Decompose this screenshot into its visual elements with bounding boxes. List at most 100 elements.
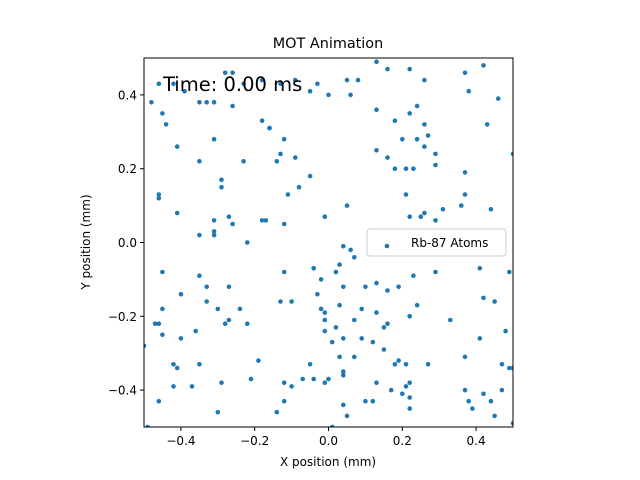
atom-point — [333, 325, 339, 330]
atom-point — [414, 302, 420, 308]
legend-label: Rb-87 Atoms — [411, 236, 488, 250]
atom-point — [322, 317, 328, 323]
atom-point — [160, 111, 165, 116]
atom-point — [204, 100, 209, 105]
atom-point — [156, 321, 162, 327]
x-tick-label: −0.2 — [240, 434, 269, 448]
atom-point — [219, 184, 224, 190]
x-tick-label: −0.4 — [166, 434, 195, 448]
atom-point — [307, 362, 313, 367]
atom-point — [462, 192, 468, 197]
atom-point — [422, 77, 427, 83]
atom-point — [492, 413, 497, 419]
atom-point — [241, 159, 246, 164]
atom-point — [407, 395, 413, 400]
atom-point — [352, 317, 357, 323]
atom-point — [484, 122, 490, 127]
atom-point — [171, 362, 176, 367]
atom-point — [278, 299, 283, 304]
atom-point — [281, 136, 287, 142]
atom-point — [293, 155, 298, 160]
atom-point — [477, 336, 483, 341]
y-tick-label: −0.4 — [108, 384, 137, 398]
chart-title: MOT Animation — [273, 36, 383, 52]
atom-point — [219, 380, 224, 386]
atom-point — [481, 295, 486, 301]
atom-point — [326, 376, 331, 382]
atom-point — [204, 284, 209, 290]
atom-point — [322, 214, 328, 219]
y-axis-label: Y position (mm) — [79, 194, 93, 290]
atom-point — [337, 302, 342, 308]
atom-point — [341, 336, 346, 341]
atom-point — [307, 173, 313, 179]
atom-point — [392, 166, 398, 171]
atom-point — [374, 310, 379, 315]
atom-point — [400, 136, 405, 142]
atom-point — [197, 232, 202, 238]
atom-point — [145, 424, 150, 427]
atom-point — [226, 317, 232, 323]
atom-point — [407, 111, 413, 116]
atom-point — [329, 339, 335, 345]
atom-point — [374, 59, 379, 64]
y-tick-label: 0.2 — [118, 162, 137, 176]
y-tick-label: 0.4 — [118, 88, 137, 102]
atom-point — [403, 166, 409, 171]
atom-point — [348, 92, 353, 98]
legend-frame — [366, 228, 507, 257]
atom-point — [174, 144, 180, 149]
atom-point — [197, 159, 202, 164]
atom-point — [322, 328, 328, 334]
atom-point — [211, 229, 217, 234]
atom-point — [182, 88, 187, 94]
atom-point — [510, 421, 513, 426]
atom-point — [230, 70, 235, 76]
atom-point — [281, 221, 287, 227]
atom-point — [433, 151, 438, 157]
atom-point — [492, 299, 497, 304]
atom-point — [385, 321, 390, 327]
atom-point — [422, 122, 427, 127]
atom-point — [507, 269, 512, 275]
atom-point — [355, 77, 361, 83]
atom-point — [462, 387, 468, 393]
atom-point — [488, 207, 494, 212]
atom-point — [259, 118, 265, 123]
atom-point — [344, 203, 350, 208]
atom-point — [311, 376, 317, 382]
atom-point — [197, 100, 202, 105]
atom-point — [197, 362, 202, 367]
atom-point — [296, 184, 302, 190]
atom-point — [411, 166, 416, 171]
atom-point — [230, 103, 235, 109]
atom-point — [510, 365, 513, 371]
atom-point — [215, 409, 221, 415]
atom-point — [178, 291, 184, 297]
atom-point — [178, 336, 184, 341]
atom-point — [204, 299, 209, 304]
atom-point — [163, 122, 169, 127]
atom-point — [462, 170, 468, 175]
x-axis-label: X position (mm) — [280, 455, 376, 469]
x-axis-ticks: −0.4 −0.2 0.0 0.2 0.4 — [166, 427, 486, 448]
atom-point — [418, 214, 424, 219]
atom-point — [470, 406, 475, 411]
atom-point — [459, 203, 464, 208]
atom-point — [400, 391, 405, 397]
y-tick-label: 0.0 — [118, 236, 137, 250]
atom-point — [211, 100, 217, 105]
atom-point — [341, 284, 346, 290]
atom-point — [274, 409, 280, 415]
atom-point — [433, 162, 438, 168]
atom-point — [381, 325, 387, 330]
atom-point — [403, 192, 409, 197]
atom-point — [307, 88, 313, 94]
atom-point — [329, 424, 335, 427]
x-tick-label: 0.0 — [319, 434, 338, 448]
atom-point — [318, 306, 324, 312]
atom-point — [344, 77, 350, 83]
atom-point — [171, 384, 176, 389]
atom-point — [211, 218, 217, 223]
atom-point — [374, 280, 379, 286]
